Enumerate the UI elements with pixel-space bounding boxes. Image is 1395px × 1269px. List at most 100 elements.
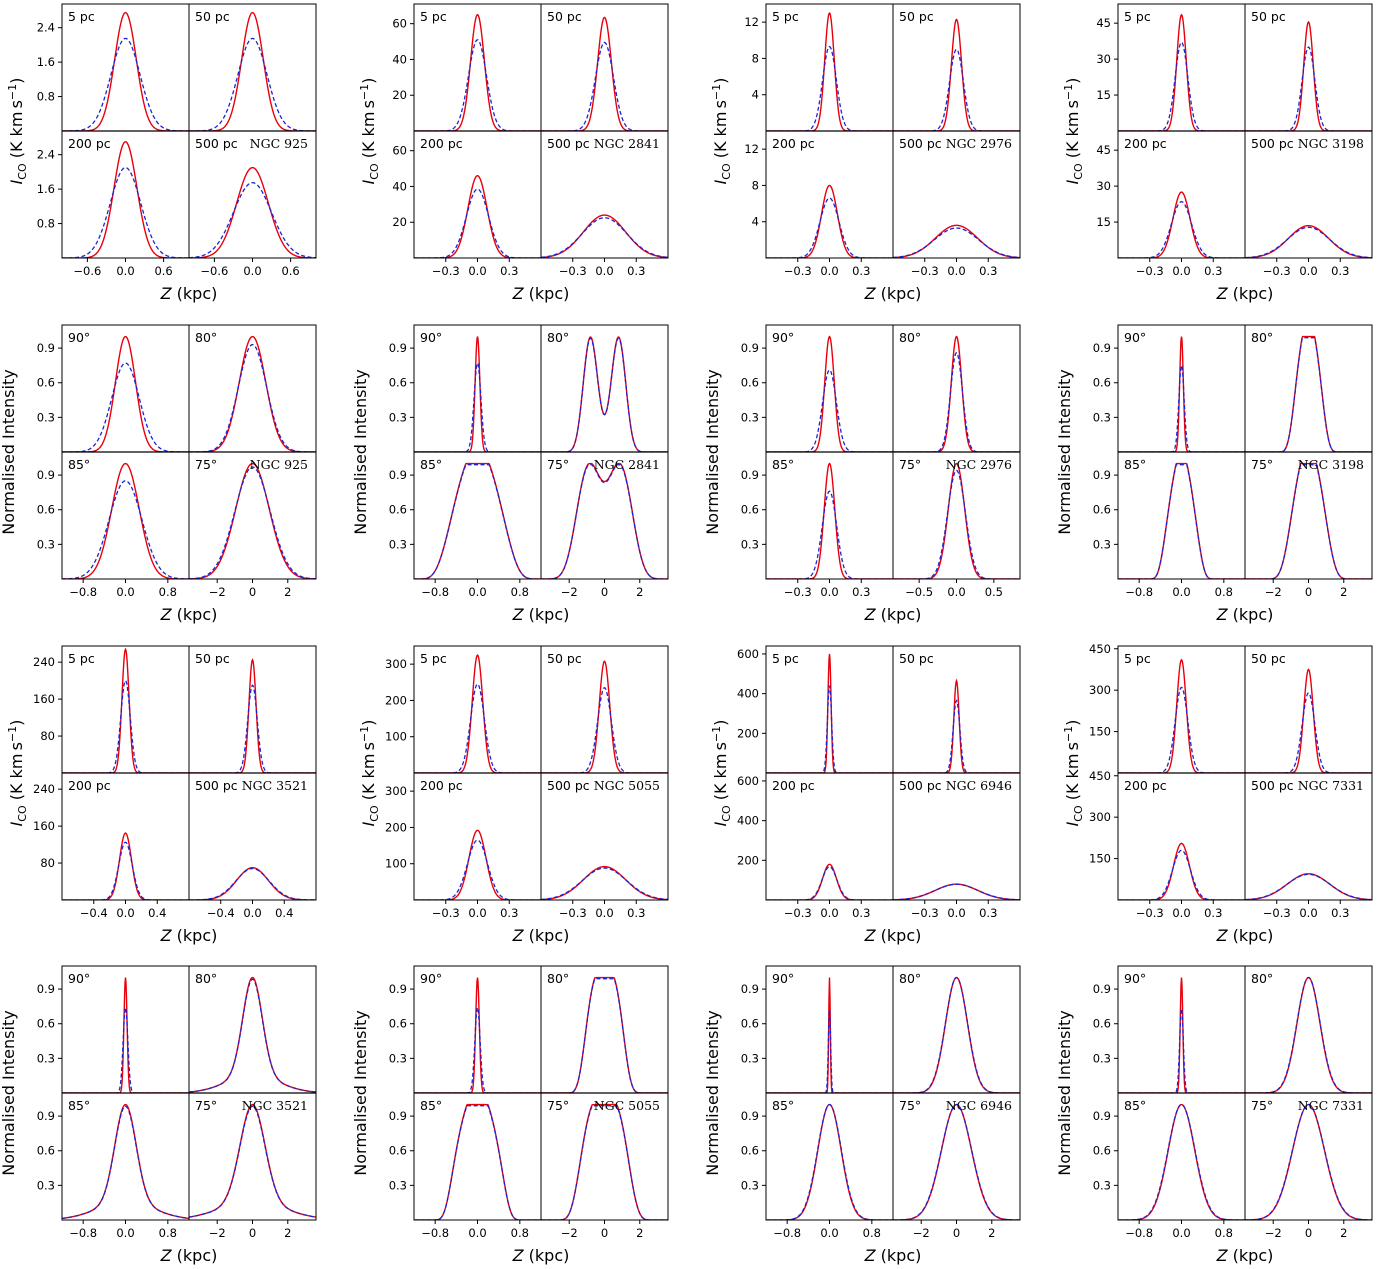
panel-bottom-left-model-curve [1118,191,1245,258]
panel-top-right-comparison-curve [189,978,316,1093]
x-tick-label: 0.0 [820,906,838,920]
panel-top-left-comparison-curve [62,37,189,131]
panel-bottom-left-model-curve [62,462,189,579]
panel-bottom-right-model-curve [893,224,1020,258]
x-tick-label: −0.8 [69,1226,97,1240]
panel-top-left-label: 5 pc [68,651,95,666]
galaxy-name: NGC 3521 [242,778,308,793]
x-axis-label: Z (kpc) [160,284,218,303]
y-tick-label: 2.4 [37,21,55,35]
panel-bottom-left-comparison-curve [414,1105,541,1220]
x-tick-label: 0.6 [154,264,172,278]
panel-bottom-right-model-curve [189,166,316,258]
y-tick-label: 0.9 [741,341,759,355]
x-tick-label: 0.3 [500,906,518,920]
x-tick-label: 0 [1305,1226,1312,1240]
panel-bottom-right-label: 75° [547,457,569,472]
panel-top-left-comparison-curve [414,39,541,131]
group-ngc-5055-normalised: 90° 80° 85° 75° NGC 5055 0.3 0.6 0.9 0.3 0.6 0.9 −0… [351,965,669,1265]
y-tick-label: 0.6 [1093,1017,1111,1031]
x-tick-label: 0.0 [116,585,134,599]
x-tick-label: 0.0 [1172,906,1190,920]
panel-bottom-right-comparison-curve [1245,1103,1372,1220]
galaxy-name: NGC 7331 [1298,778,1364,793]
x-tick-label: −0.6 [73,264,101,278]
y-tick-label: 400 [737,814,759,828]
panel-bottom-right-label: 75° [1251,1098,1273,1113]
x-axis-label: Z (kpc) [864,1246,922,1265]
x-tick-label: 0.3 [852,906,870,920]
y-tick-label: 0.6 [389,503,407,517]
panel-top-right-model-curve [1245,335,1372,452]
panel-bottom-right-label: 75° [195,457,217,472]
y-tick-label: 300 [1089,810,1111,824]
x-tick-label: −2 [209,585,226,599]
panel-top-right-label: 80° [899,330,921,345]
x-axis-label: Z (kpc) [1216,1246,1274,1265]
y-tick-label: 160 [33,819,55,833]
y-tick-label: 0.3 [37,537,55,551]
y-tick-label: 240 [33,655,55,669]
panel-top-right-model-curve [1245,976,1372,1093]
panel-bottom-left-label: 85° [68,457,90,472]
x-tick-label: −2 [913,1226,930,1240]
x-tick-label: 0 [1305,585,1312,599]
y-tick-label: 0.8 [37,90,55,104]
galaxy-name: NGC 7331 [1298,1098,1364,1113]
panel-bottom-right-model-curve [541,462,668,579]
x-tick-label: 0.8 [863,1226,881,1240]
y-tick-label: 0.9 [741,468,759,482]
panel-bottom-right-model-curve [189,462,316,579]
x-axis-label: Z (kpc) [512,926,570,945]
galaxy-name: NGC 3198 [1298,136,1364,151]
y-axis-label: ICO (K km s−1) [6,720,29,827]
panel-bottom-right-model-curve [1245,224,1372,258]
x-tick-label: −0.3 [1263,906,1291,920]
y-tick-label: 15 [1096,88,1111,102]
panel-bottom-left-model-curve [414,829,541,900]
x-tick-label: 0.0 [1299,906,1317,920]
x-tick-label: −2 [209,1226,226,1240]
panel-top-left-comparison-curve [1118,1008,1245,1093]
panel-top-right-comparison-curve [893,351,1020,452]
panel-top-right-label: 50 pc [195,9,230,24]
panel-bottom-left-comparison-curve [1118,849,1245,900]
panel-top-left-comparison-curve [1118,41,1245,131]
y-tick-label: 45 [1096,143,1111,157]
group-ngc-925-intensity: 5 pc 50 pc 200 pc 500 pc NGC 925 0.8 1.6 2.4 0.8… [6,3,317,303]
panel-bottom-right-comparison-curve [189,182,316,258]
panel-top-right-model-curve [541,336,668,452]
panel-bottom-left-comparison-curve [62,841,189,900]
x-tick-label: 0.0 [1172,585,1190,599]
panel-bottom-left-comparison-curve [414,188,541,258]
panel-top-left-comparison-curve [766,685,893,773]
panel-bottom-left-comparison-curve [62,480,189,579]
y-tick-label: 0.6 [37,376,55,390]
panel-top-left-comparison-curve [414,361,541,452]
galaxy-name: NGC 6946 [946,778,1012,793]
x-tick-label: −0.3 [784,585,812,599]
y-tick-label: 0.9 [389,468,407,482]
y-tick-label: 0.9 [389,982,407,996]
y-tick-label: 300 [385,657,407,671]
panel-bottom-right-model-curve [893,1103,1020,1220]
x-tick-label: −0.8 [1125,1226,1153,1240]
y-tick-label: 0.3 [389,1178,407,1192]
panel-top-right-model-curve [893,18,1020,131]
panel-top-left-label: 90° [772,330,794,345]
x-tick-label: 0.0 [468,906,486,920]
panel-top-right-label: 50 pc [1251,9,1286,24]
x-axis-label: Z (kpc) [864,605,922,624]
panel-bottom-left-comparison-curve [766,490,893,579]
panel-top-right-model-curve [1245,668,1372,773]
x-tick-label: 0.0 [595,264,613,278]
y-tick-label: 0.9 [1093,341,1111,355]
y-tick-label: 15 [1096,215,1111,229]
y-tick-label: 0.6 [37,1017,55,1031]
x-tick-label: −0.3 [432,264,460,278]
galaxy-name: NGC 5055 [594,1098,660,1113]
x-tick-label: 0.0 [947,906,965,920]
y-tick-label: 0.9 [741,1109,759,1123]
y-tick-label: 0.3 [741,1178,759,1192]
x-tick-label: 0.4 [148,906,166,920]
